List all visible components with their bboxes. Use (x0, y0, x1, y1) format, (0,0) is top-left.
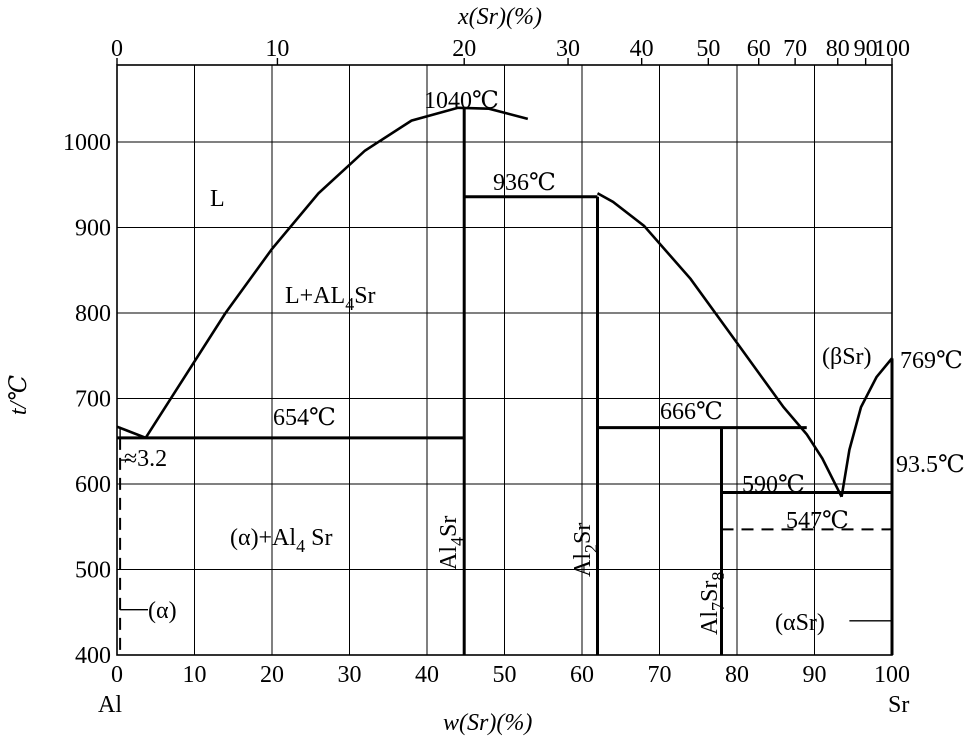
x-tick-label: 40 (415, 662, 439, 688)
region-label: 1040℃ (424, 88, 499, 114)
region-label: 93.5℃ (896, 452, 965, 478)
liquidus-al-side (116, 425, 147, 440)
x-tick-label: 50 (493, 662, 517, 688)
temperature-label: 936℃ (493, 170, 556, 196)
liquidus-al2sr (596, 192, 843, 498)
top-x-tick-label: 10 (265, 36, 289, 62)
y-tick-label: 1000 (63, 130, 111, 156)
top-x-tick-label: 70 (783, 36, 807, 62)
al-corner-label: Al (98, 692, 122, 718)
compound-label: Al4Sr (436, 516, 467, 570)
top-x-tick-label: 0 (111, 36, 123, 62)
x-tick-labels: 0 10 20 30 40 50 60 70 80 90 100 (111, 662, 910, 688)
x-tick-label: 30 (338, 662, 362, 688)
liquidus-sr-side (840, 357, 894, 498)
top-x-tick-label: 80 (826, 36, 850, 62)
region-labels: 1040℃ L L+AL4Sr (α)+Al4 Sr ≈3.2 (α) (βSr) 769℃ 9… (124, 88, 965, 636)
region-label: L+AL4Sr (285, 283, 376, 314)
x-tick-label: 90 (803, 662, 827, 688)
x-tick-label: 70 (648, 662, 672, 688)
x-tick-label: 80 (725, 662, 749, 688)
top-x-tick-label: 20 (452, 36, 476, 62)
y-tick-label: 500 (75, 558, 111, 584)
y-axis-title: t/℃ (6, 375, 32, 415)
sr-corner-label: Sr (888, 692, 909, 718)
top-x-tick-label: 60 (747, 36, 771, 62)
x-tick-label: 10 (183, 662, 207, 688)
region-label: ≈3.2 (124, 446, 167, 472)
region-label: (βSr) (822, 344, 872, 370)
liquidus-al4sr (144, 106, 529, 439)
bottom-axis-title: w(Sr)(%) (443, 710, 532, 736)
region-label: (αSr) (775, 610, 825, 636)
x-tick-label: 100 (874, 662, 910, 688)
top-x-tick-label: 40 (630, 36, 654, 62)
top-x-tick-label: 30 (556, 36, 580, 62)
compound-label: Al2Sr (570, 523, 601, 577)
x-tick-label: 20 (260, 662, 284, 688)
top-x-tick-label: 50 (696, 36, 720, 62)
temperature-label: 654℃ (273, 405, 336, 431)
temperature-label: 590℃ (742, 472, 805, 498)
region-label: (α) (148, 598, 177, 624)
x-tick-label: 0 (111, 662, 123, 688)
region-label: (α)+Al4 Sr (230, 525, 332, 556)
x-tick-label: 60 (570, 662, 594, 688)
axis-titles: x(Sr)(%) w(Sr)(%) t/℃ Al Sr (6, 4, 909, 736)
y-tick-label: 800 (75, 301, 111, 327)
y-tick-label: 400 (75, 643, 111, 669)
compound-label: Al7Sr8 (697, 572, 728, 635)
temperature-label: 547℃ (786, 508, 849, 534)
region-label: 769℃ (900, 348, 963, 374)
y-tick-label: 700 (75, 387, 111, 413)
y-tick-label: 900 (75, 216, 111, 242)
phase-boundaries (116, 106, 894, 655)
top-x-tick-label: 90 (854, 36, 878, 62)
top-axis-title: x(Sr)(%) (457, 4, 542, 30)
top-x-tick-label: 100 (874, 36, 910, 62)
temperature-label: 666℃ (660, 399, 723, 425)
region-label: L (210, 186, 225, 212)
grid-lines (117, 65, 892, 655)
y-tick-label: 600 (75, 472, 111, 498)
y-tick-labels: 400 500 600 700 800 900 1000 (63, 130, 111, 669)
